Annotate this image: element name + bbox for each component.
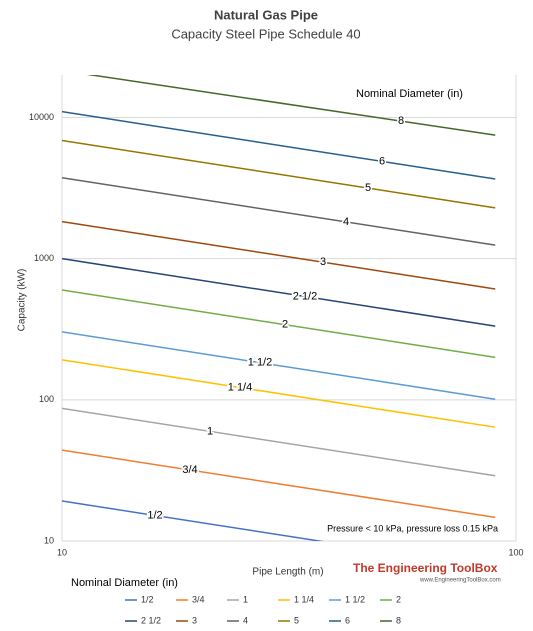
line-label: 1 1/2 [248,357,272,369]
series-line [62,500,325,541]
series-line [62,331,496,400]
line-label: 3/4 [182,464,197,476]
legend-label: 1 1/4 [294,594,314,604]
series-line [86,75,496,136]
legend-label: 5 [294,615,299,625]
legend-label: 2 1/2 [141,615,161,625]
line-label: 6 [379,155,385,167]
y-tick-label: 10 [44,535,54,545]
x-tick-label: 100 [508,547,523,557]
legend-title: Nominal Diameter (in) [71,577,178,589]
lines [62,75,496,541]
legend-label: 3/4 [192,594,205,604]
legend-label: 3 [192,615,197,625]
y-axis-label: Capacity (kW) [17,269,28,332]
y-tick-label: 1000 [34,253,54,263]
line-label: 8 [398,115,404,127]
line-label: 1 1/4 [228,381,252,393]
x-tick-label: 10 [57,547,67,557]
series-line [62,289,496,359]
line-label: 2 [282,319,288,331]
labels: 1/2 3/4 1 1 1/4 1 1/2 2 2 1/2 3 4 5 6 8 [146,113,406,522]
series-line [62,449,496,519]
line-label: 1 [207,425,213,437]
legend-label: 4 [243,615,248,625]
series-line [62,257,496,327]
chart-title: Natural Gas Pipe [214,7,318,22]
line-label: 2 1/2 [293,290,317,302]
annotation: Pressure < 10 kPa, pressure loss 0.15 kP… [327,523,498,533]
line-label: 4 [343,216,349,228]
series-line [62,110,496,180]
watermark: The Engineering ToolBox [353,561,498,575]
annotation: Nominal Diameter (in) [356,88,463,100]
legend-label: 8 [396,615,401,625]
chart-subtitle: Capacity Steel Pipe Schedule 40 [171,26,360,41]
series-line [62,139,496,209]
y-tick-label: 10000 [29,112,54,122]
legend-label: 1 1/2 [345,594,365,604]
legend-label: 1/2 [141,594,154,604]
line-label: 3 [320,256,326,268]
grid [61,75,517,542]
y-tick-label: 100 [39,394,54,404]
line-label: 1/2 [147,509,162,521]
line-label: 5 [365,182,371,194]
series-line [62,407,496,477]
legend-label: 2 [396,594,401,604]
x-axis-label: Pipe Length (m) [252,567,323,578]
series-line [62,177,496,246]
watermark-url: www.EngineeringToolBox.com [419,578,501,584]
legend-label: 6 [345,615,350,625]
legend-label: 1 [243,594,248,604]
series-line [62,359,496,428]
series-line [62,220,496,290]
